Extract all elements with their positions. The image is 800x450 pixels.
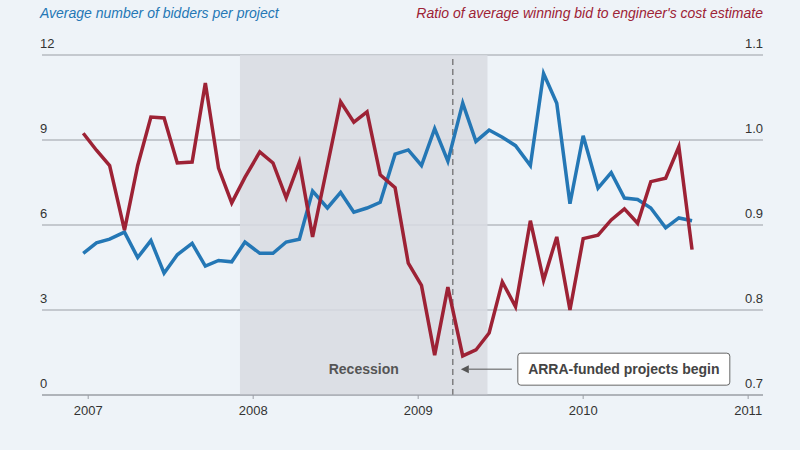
svg-text:2011: 2011 [734,403,762,418]
svg-text:6: 6 [40,206,47,221]
svg-text:ARRA-funded projects begin: ARRA-funded projects begin [528,361,719,377]
svg-text:3: 3 [40,291,47,306]
svg-text:0: 0 [40,376,47,391]
svg-text:1.1: 1.1 [745,36,763,51]
svg-text:0.8: 0.8 [745,291,763,306]
svg-text:Recession: Recession [329,361,399,377]
svg-text:1.0: 1.0 [745,121,763,136]
svg-text:0.9: 0.9 [745,206,763,221]
svg-text:Ratio of average winning bid t: Ratio of average winning bid to engineer… [416,5,763,21]
svg-text:2007: 2007 [74,403,103,418]
svg-text:Average number of bidders per: Average number of bidders per project [39,5,280,21]
svg-text:12: 12 [40,36,54,51]
svg-text:0.7: 0.7 [745,376,763,391]
svg-text:2010: 2010 [569,403,598,418]
svg-text:2009: 2009 [404,403,433,418]
svg-text:9: 9 [40,121,47,136]
svg-text:2008: 2008 [239,403,268,418]
